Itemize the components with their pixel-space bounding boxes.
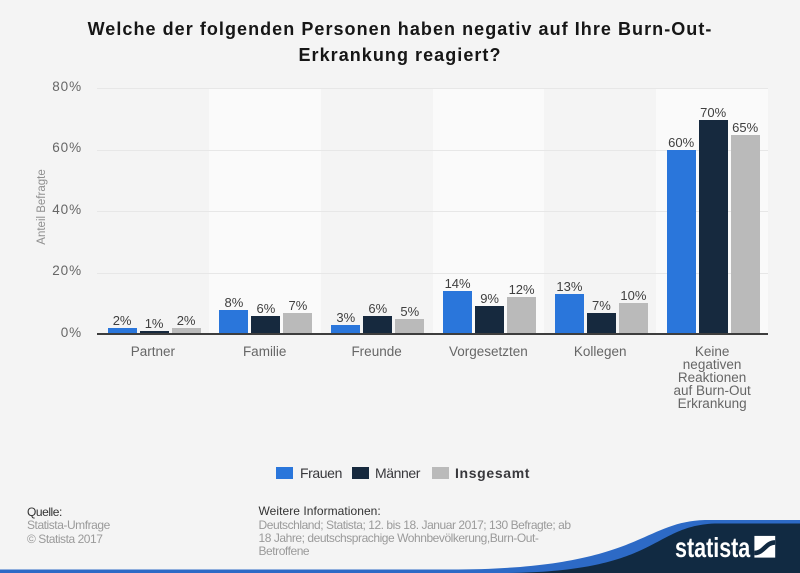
svg-text:statista: statista	[675, 532, 751, 563]
